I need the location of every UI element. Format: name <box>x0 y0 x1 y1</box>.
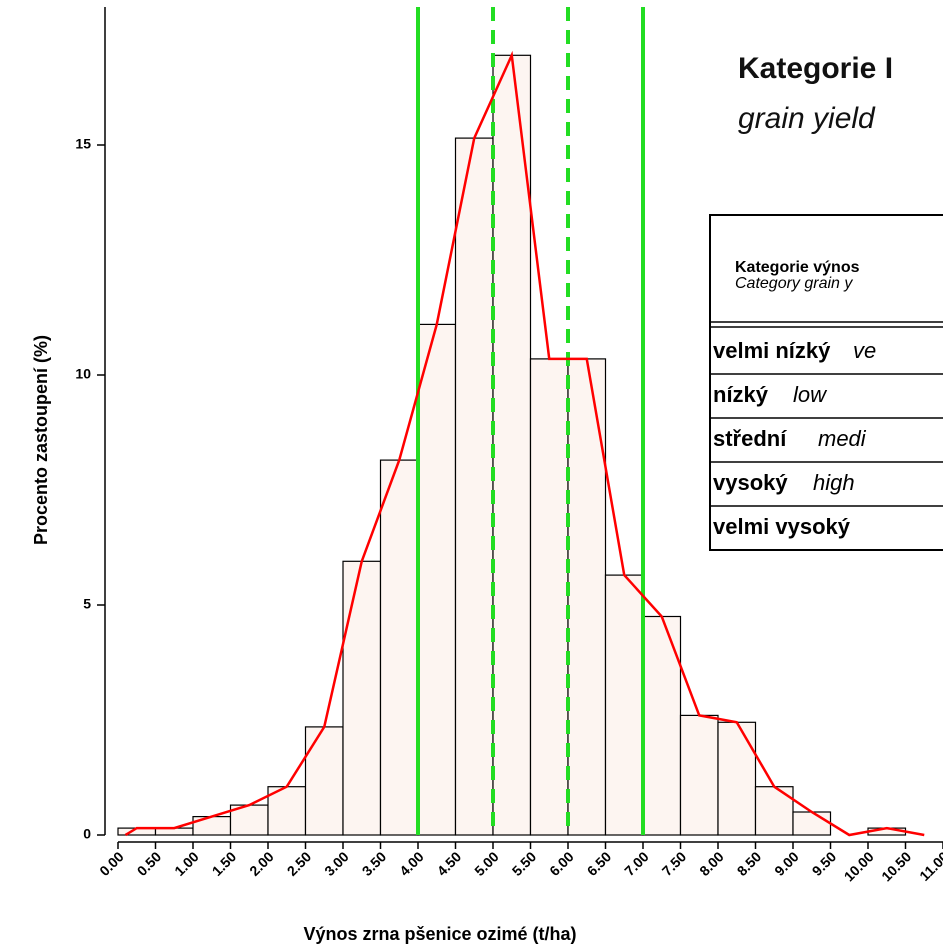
x-tick-label: 10.50 <box>878 848 914 884</box>
x-tick-label: 3.50 <box>359 848 390 879</box>
table-box <box>709 214 943 551</box>
x-tick-label: 6.50 <box>584 848 615 879</box>
bar <box>492 54 532 836</box>
x-tick-label: 4.00 <box>396 848 427 879</box>
bar <box>267 786 307 836</box>
table-cell: medi <box>818 426 867 451</box>
table-cell: high <box>813 470 855 495</box>
y-tick-label: 0 <box>83 826 91 842</box>
bar <box>529 358 569 836</box>
table-cell: velmi nízký <box>713 338 831 363</box>
x-tick-label: 9.50 <box>809 848 840 879</box>
x-tick-label: 2.00 <box>246 848 277 879</box>
x-tick-label: 5.00 <box>471 848 502 879</box>
x-tick-label: 5.50 <box>509 848 540 879</box>
bar <box>792 811 832 836</box>
y-tick-label: 10 <box>75 366 91 382</box>
x-tick-label: 2.50 <box>284 848 315 879</box>
x-tick-label: 8.00 <box>696 848 727 879</box>
table-header: Kategorie výnos <box>735 259 860 276</box>
chart-subtitle: grain yield <box>738 102 876 135</box>
x-axis-label: Výnos zrna pšenice ozimé (t/ha) <box>303 924 576 944</box>
x-tick-label: 3.00 <box>321 848 352 879</box>
bar <box>679 714 719 836</box>
x-tick-label: 9.00 <box>771 848 802 879</box>
table-cell: low <box>793 382 828 407</box>
x-tick-label: 0.00 <box>96 848 127 879</box>
table-cell: ve <box>853 338 876 363</box>
bar <box>454 137 494 836</box>
chart-title: Kategorie I <box>738 52 893 85</box>
bar <box>754 786 794 836</box>
x-tick-label: 8.50 <box>734 848 765 879</box>
bar <box>304 726 344 836</box>
x-tick-label: 6.00 <box>546 848 577 879</box>
x-tick-label: 7.00 <box>621 848 652 879</box>
x-tick-label: 7.50 <box>659 848 690 879</box>
y-tick-label: 5 <box>83 596 91 612</box>
table-cell: střední <box>713 426 787 451</box>
x-tick-label: 11.00 <box>916 848 943 884</box>
table-header: Category grain y <box>735 275 853 292</box>
x-tick-label: 1.50 <box>209 848 240 879</box>
table-cell: vysoký <box>713 470 788 495</box>
bar <box>342 560 382 836</box>
x-tick-label: 4.50 <box>434 848 465 879</box>
bar <box>717 721 757 836</box>
y-tick-label: 15 <box>75 136 91 152</box>
bar <box>604 574 644 836</box>
bar <box>379 459 419 836</box>
table-cell: velmi vysoký <box>713 514 851 539</box>
bar <box>417 323 457 836</box>
x-tick-label: 1.00 <box>171 848 202 879</box>
x-tick-label: 10.00 <box>841 848 877 884</box>
y-axis-label: Procento zastoupení (%) <box>31 335 51 545</box>
x-tick-label: 0.50 <box>134 848 165 879</box>
table-cell: nízký <box>713 382 769 407</box>
frequency-line <box>124 50 925 837</box>
